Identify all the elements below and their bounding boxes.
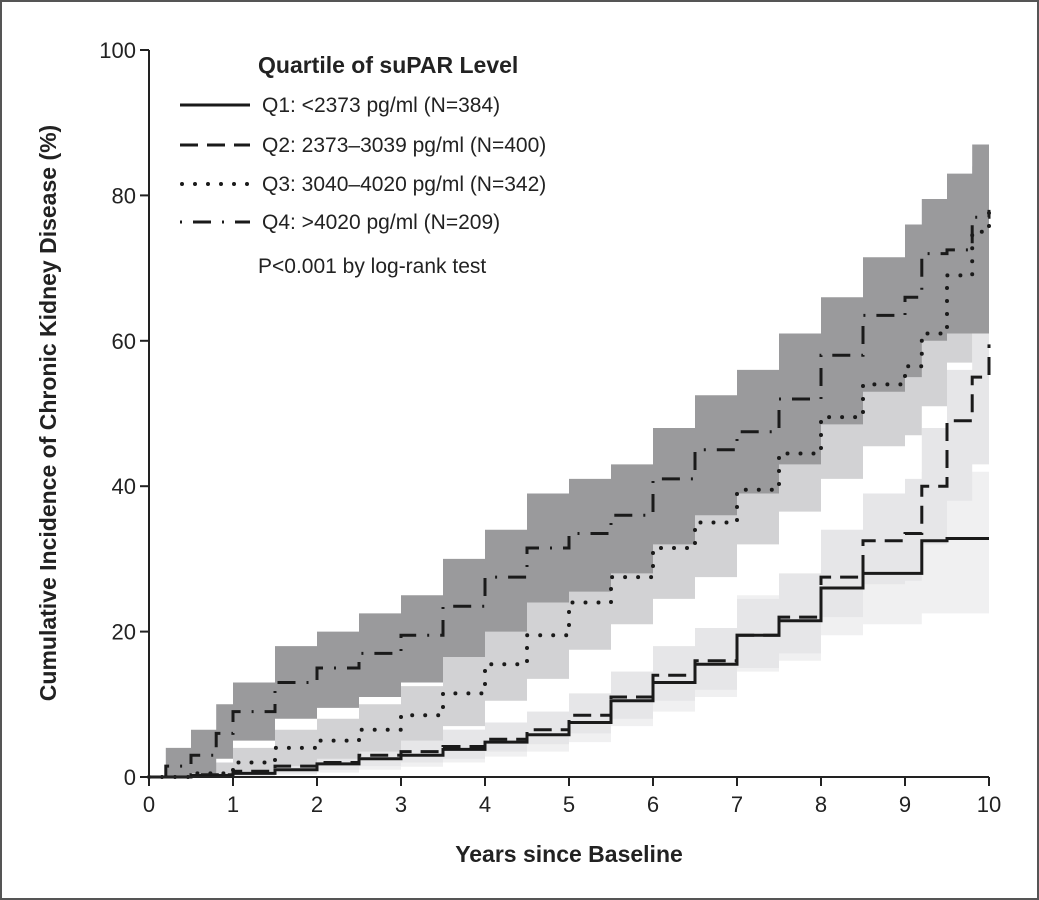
legend-label-q2: Q2: 2373–3039 pg/ml (N=400) [262,134,546,157]
series-lines [147,207,991,779]
y-tick-label-0: 0 [124,765,136,790]
y-tick-label-40: 40 [112,474,136,499]
band-q2 [149,297,989,777]
y-tick-label-20: 20 [112,620,136,645]
line-q4 [149,209,991,779]
x-tick-label-5: 5 [563,792,575,817]
x-tick-label-1: 1 [227,792,239,817]
x-tick-label-10: 10 [977,792,1001,817]
band-q3 [149,151,989,778]
x-tick-label-9: 9 [899,792,911,817]
y-ticks: 0 20 40 60 80 100 [99,38,149,790]
x-tick-label-6: 6 [647,792,659,817]
legend: Quartile of suPAR Level Q1: <2373 pg/ml … [180,52,546,278]
confidence-bands [149,144,989,778]
legend-label-q4: Q4: >4020 pg/ml (N=209) [262,211,500,234]
x-tick-label-8: 8 [815,792,827,817]
legend-label-q3: Q3: 3040–4020 pg/ml (N=342) [262,173,546,196]
line-q3 [147,207,991,779]
y-tick-label-100: 100 [99,38,136,63]
band-q4 [149,144,989,777]
x-tick-label-7: 7 [731,792,743,817]
y-tick-label-80: 80 [112,183,136,208]
log-rank-annotation: P<0.001 by log-rank test [258,255,486,278]
legend-label-q1: Q1: <2373 pg/ml (N=384) [262,94,500,117]
x-ticks: 0 1 2 3 4 5 6 7 8 9 10 [143,777,1001,817]
x-axis-title: Years since Baseline [455,841,683,867]
legend-title: Quartile of suPAR Level [258,52,518,78]
line-q2 [149,344,991,779]
x-tick-label-4: 4 [479,792,491,817]
y-axis-title: Cumulative Incidence of Chronic Kidney D… [35,125,61,701]
x-tick-label-0: 0 [143,792,155,817]
x-tick-label-2: 2 [311,792,323,817]
x-tick-label-3: 3 [395,792,407,817]
y-tick-label-60: 60 [112,329,136,354]
